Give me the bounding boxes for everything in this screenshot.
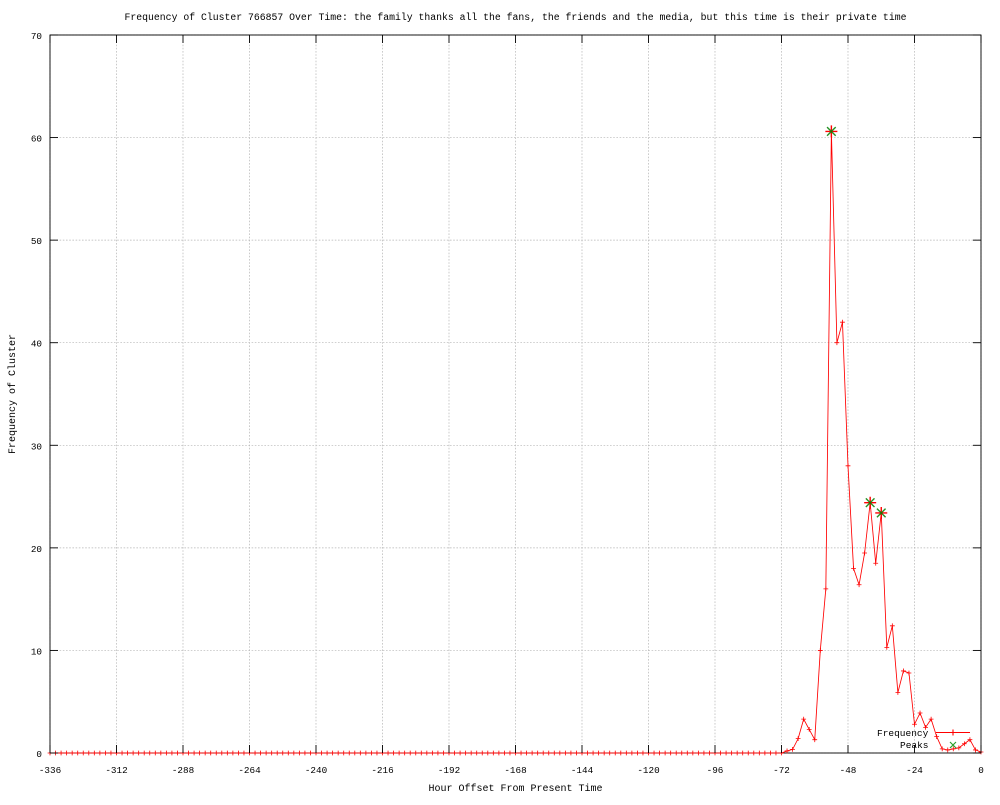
svg-text:50: 50 [31,236,42,247]
svg-text:-216: -216 [371,765,393,776]
svg-text:-264: -264 [238,765,261,776]
svg-text:10: 10 [31,646,42,657]
svg-text:30: 30 [31,441,42,452]
svg-text:Frequency of Cluster 766857 Ov: Frequency of Cluster 766857 Over Time: t… [125,12,907,23]
svg-text:-336: -336 [39,765,61,776]
svg-text:-240: -240 [305,765,327,776]
svg-text:-144: -144 [571,765,594,776]
svg-text:-192: -192 [438,765,460,776]
svg-text:Peaks: Peaks [900,740,929,751]
svg-text:40: 40 [31,339,42,350]
svg-text:-24: -24 [906,765,923,776]
svg-text:60: 60 [31,134,42,145]
svg-text:20: 20 [31,544,42,555]
svg-text:0: 0 [978,765,984,776]
svg-text:-48: -48 [840,765,857,776]
svg-text:-288: -288 [172,765,194,776]
svg-text:70: 70 [31,31,42,42]
svg-text:-168: -168 [504,765,526,776]
svg-text:Frequency: Frequency [877,728,929,739]
svg-text:Frequency of Cluster: Frequency of Cluster [7,334,19,454]
svg-text:Hour Offset From Present Time: Hour Offset From Present Time [428,783,602,795]
svg-text:-96: -96 [707,765,724,776]
svg-text:0: 0 [36,749,42,760]
svg-text:-312: -312 [105,765,127,776]
svg-text:-120: -120 [637,765,659,776]
svg-text:-72: -72 [773,765,790,776]
